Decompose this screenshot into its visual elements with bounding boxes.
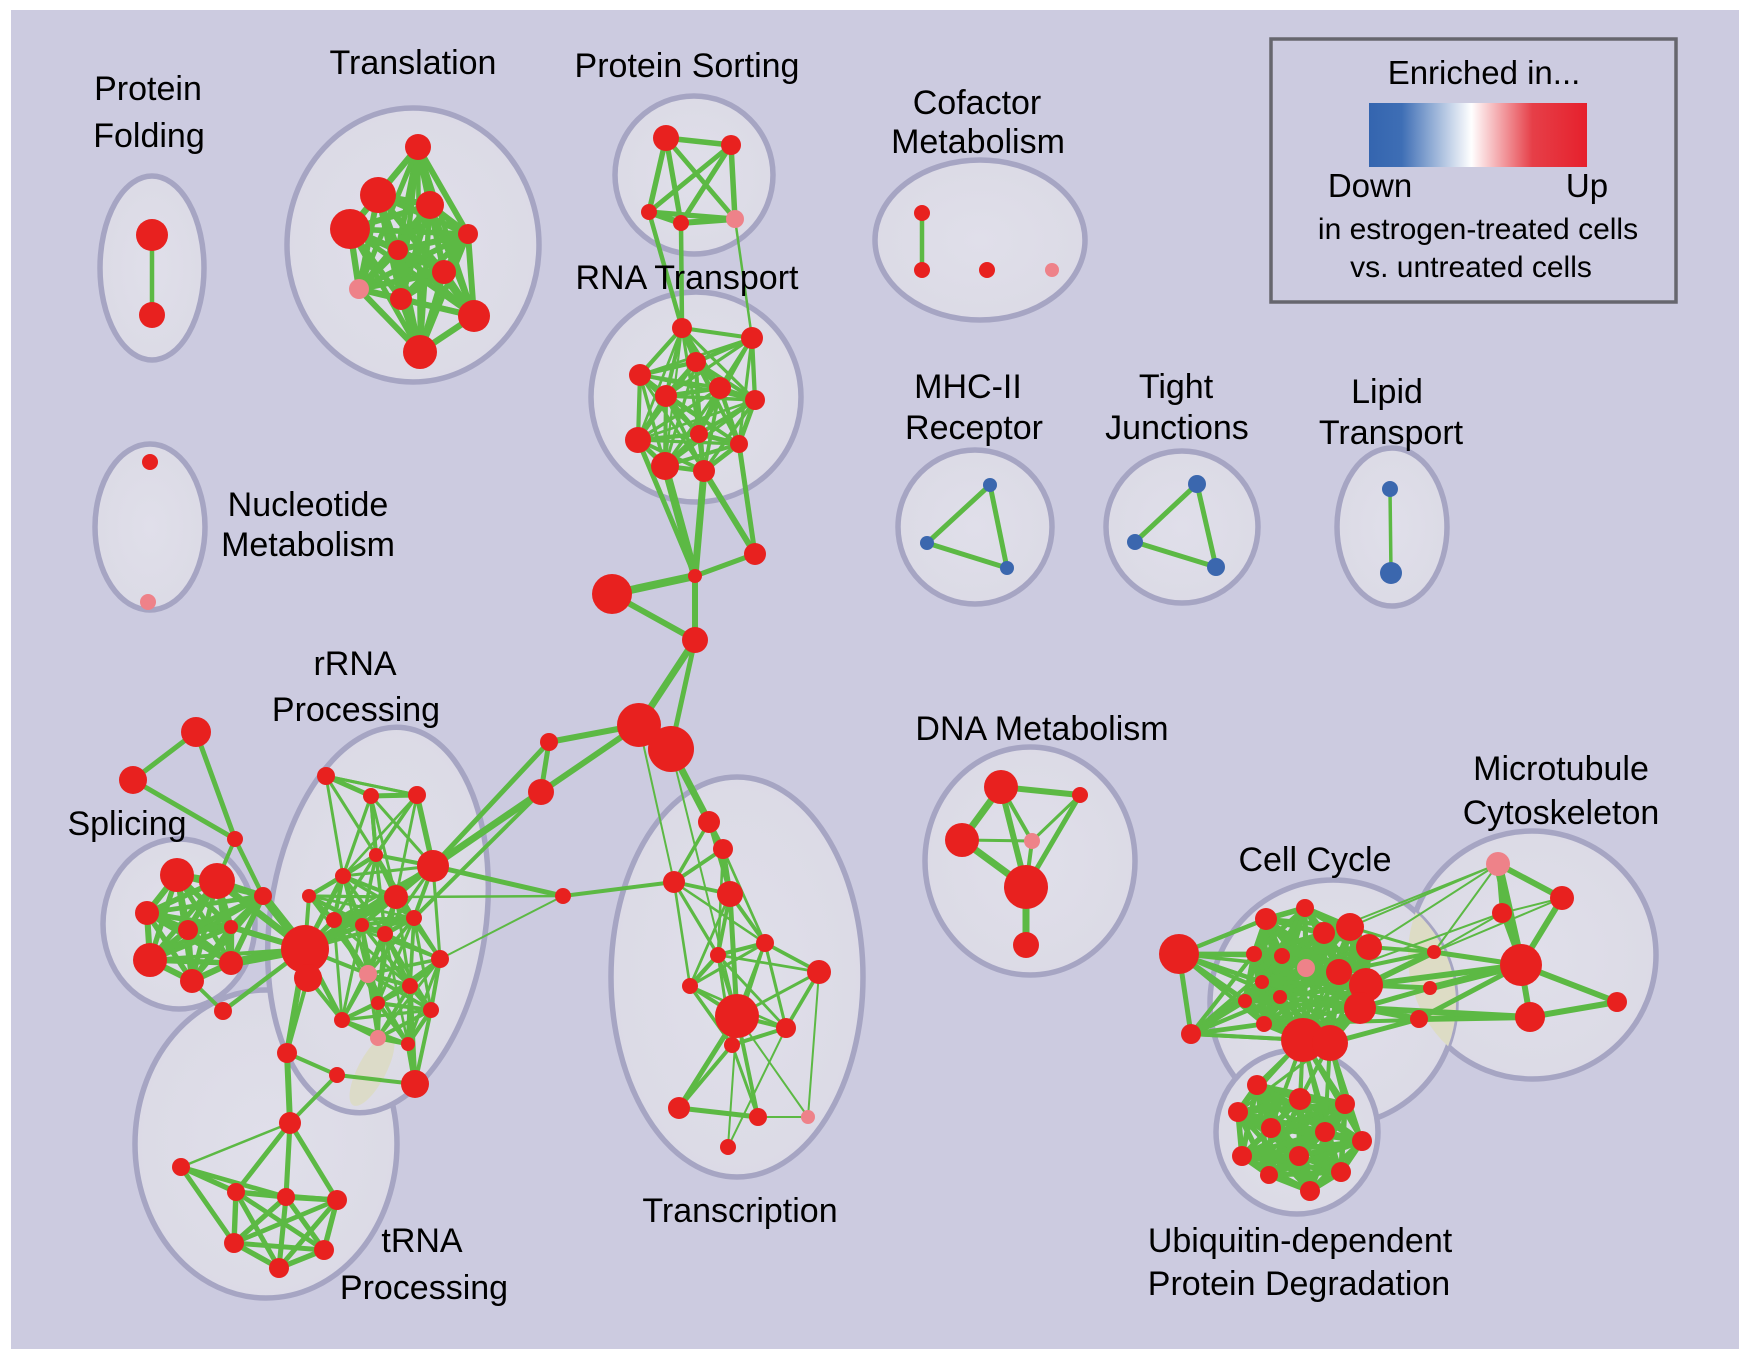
svg-text:Nucleotide: Nucleotide xyxy=(228,486,389,524)
svg-text:DNA Metabolism: DNA Metabolism xyxy=(915,710,1168,748)
svg-text:Processing: Processing xyxy=(272,691,440,729)
svg-text:Protein: Protein xyxy=(94,70,202,108)
svg-text:rRNA: rRNA xyxy=(313,645,396,683)
svg-text:Transport: Transport xyxy=(1319,414,1464,452)
svg-text:Folding: Folding xyxy=(93,117,205,155)
svg-text:Translation: Translation xyxy=(330,44,497,82)
svg-text:Transcription: Transcription xyxy=(642,1192,837,1230)
svg-text:Metabolism: Metabolism xyxy=(221,526,395,564)
svg-text:Splicing: Splicing xyxy=(67,805,186,843)
svg-text:Cytoskeleton: Cytoskeleton xyxy=(1463,794,1660,832)
svg-text:Cofactor: Cofactor xyxy=(913,84,1042,122)
svg-text:in estrogen-treated cells: in estrogen-treated cells xyxy=(1318,213,1638,246)
svg-text:vs. untreated cells: vs. untreated cells xyxy=(1350,251,1592,284)
svg-text:Metabolism: Metabolism xyxy=(891,123,1065,161)
svg-text:Receptor: Receptor xyxy=(905,409,1043,447)
svg-text:Processing: Processing xyxy=(340,1269,508,1307)
svg-text:Ubiquitin-dependent: Ubiquitin-dependent xyxy=(1148,1222,1453,1260)
svg-text:tRNA: tRNA xyxy=(381,1222,463,1260)
svg-text:RNA Transport: RNA Transport xyxy=(576,259,800,297)
svg-text:Tight: Tight xyxy=(1139,368,1214,406)
svg-text:Up: Up xyxy=(1566,167,1608,204)
svg-text:Lipid: Lipid xyxy=(1351,373,1423,411)
svg-text:Protein Degradation: Protein Degradation xyxy=(1148,1265,1450,1303)
svg-text:MHC-II: MHC-II xyxy=(914,368,1022,406)
svg-text:Protein Sorting: Protein Sorting xyxy=(575,47,800,85)
svg-text:Junctions: Junctions xyxy=(1105,409,1249,447)
svg-text:Cell Cycle: Cell Cycle xyxy=(1238,841,1391,879)
svg-text:Microtubule: Microtubule xyxy=(1473,750,1649,788)
svg-text:Down: Down xyxy=(1328,167,1412,204)
svg-text:Enriched in...: Enriched in... xyxy=(1388,54,1581,91)
